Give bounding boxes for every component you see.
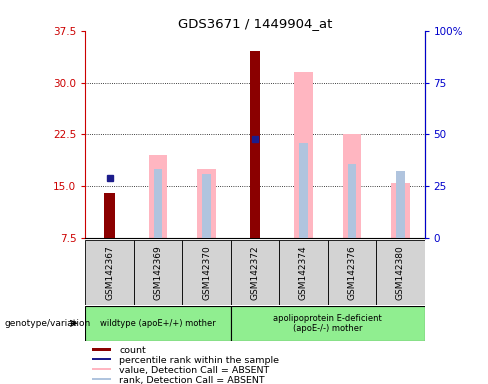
Bar <box>92 378 111 380</box>
Bar <box>396 171 405 238</box>
Text: GSM142376: GSM142376 <box>347 245 356 300</box>
Bar <box>343 134 361 238</box>
Bar <box>92 348 111 351</box>
Bar <box>104 193 115 238</box>
Bar <box>197 169 216 238</box>
Text: value, Detection Call = ABSENT: value, Detection Call = ABSENT <box>120 366 269 375</box>
Title: GDS3671 / 1449904_at: GDS3671 / 1449904_at <box>178 17 332 30</box>
Text: percentile rank within the sample: percentile rank within the sample <box>120 356 279 365</box>
Bar <box>251 141 259 238</box>
Text: GSM142370: GSM142370 <box>202 245 211 300</box>
Bar <box>85 306 231 341</box>
Bar <box>391 183 409 238</box>
Bar <box>183 240 231 305</box>
Bar <box>250 51 260 238</box>
Text: GSM142372: GSM142372 <box>250 245 260 300</box>
Bar <box>231 240 279 305</box>
Text: rank, Detection Call = ABSENT: rank, Detection Call = ABSENT <box>120 376 265 384</box>
Bar <box>85 240 134 305</box>
Bar <box>149 155 167 238</box>
Bar <box>327 240 376 305</box>
Bar <box>376 240 425 305</box>
Bar <box>154 169 163 238</box>
Bar <box>92 358 111 361</box>
Bar <box>202 174 211 238</box>
Bar <box>347 164 356 238</box>
Text: GSM142380: GSM142380 <box>396 245 405 300</box>
Text: apolipoprotein E-deficient
(apoE-/-) mother: apolipoprotein E-deficient (apoE-/-) mot… <box>273 314 382 333</box>
Text: genotype/variation: genotype/variation <box>5 319 91 328</box>
Bar <box>231 306 425 341</box>
Bar <box>294 72 313 238</box>
Bar <box>279 240 327 305</box>
Text: count: count <box>120 346 146 355</box>
Bar <box>299 143 308 238</box>
Text: GSM142369: GSM142369 <box>154 245 163 300</box>
Text: GSM142374: GSM142374 <box>299 245 308 300</box>
Bar <box>92 368 111 370</box>
Text: GSM142367: GSM142367 <box>105 245 114 300</box>
Bar <box>134 240 183 305</box>
Text: wildtype (apoE+/+) mother: wildtype (apoE+/+) mother <box>100 319 216 328</box>
